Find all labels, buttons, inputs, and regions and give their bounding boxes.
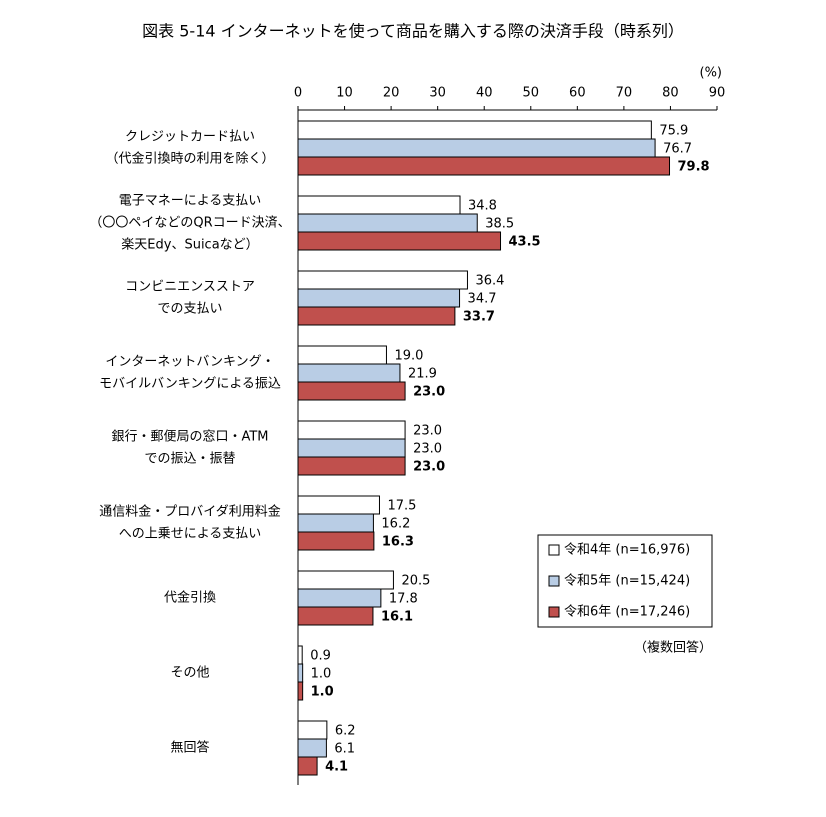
bar [297, 438, 406, 458]
category-label: 電子マネーによる支払い [119, 194, 262, 209]
value-label: 21.9 [408, 367, 437, 382]
x-tick-label: 0 [294, 86, 302, 101]
value-label: 0.9 [310, 649, 331, 664]
bar [297, 756, 318, 776]
category-label: での振込・振替 [144, 452, 235, 467]
legend-label: 令和5年 (n=15,424) [564, 574, 690, 589]
category-label: 通信料金・プロバイダ利用料金 [99, 504, 280, 520]
category-label: 銀行・郵便局の窓口・ATM [111, 429, 268, 445]
x-tick-label: 30 [429, 86, 446, 101]
unit-label: (%) [700, 66, 723, 81]
bar [297, 645, 303, 665]
x-tick-label: 10 [336, 86, 353, 101]
value-label: 6.1 [334, 742, 355, 757]
x-tick-label: 20 [383, 86, 400, 101]
value-label: 17.5 [387, 499, 416, 514]
bar [297, 663, 304, 683]
bar [297, 120, 652, 140]
bar [297, 345, 387, 365]
legend-swatch [548, 575, 560, 587]
value-label: 19.0 [394, 349, 423, 364]
bar [297, 270, 468, 290]
bar [297, 681, 304, 701]
legend-box [537, 534, 713, 628]
category-label: への上乗せによる支払い [119, 527, 262, 542]
bar [297, 720, 328, 740]
x-tick-label: 50 [523, 86, 540, 101]
value-label: 33.7 [463, 310, 495, 325]
value-label: 23.0 [413, 442, 442, 457]
category-label: その他 [170, 666, 209, 681]
category-label: （〇〇ペイなどのQRコード決済、 [89, 215, 290, 231]
value-label: 23.0 [413, 460, 445, 475]
category-label: （代金引換時の利用を除く） [105, 151, 274, 167]
bar [297, 156, 671, 176]
value-label: 16.2 [381, 517, 410, 532]
x-tick-label: 80 [662, 86, 679, 101]
bar [297, 213, 478, 233]
bar [297, 738, 327, 758]
chart-title: 図表 5-14 インターネットを使って商品を購入する際の決済手段（時系列） [142, 22, 684, 41]
bar [297, 495, 380, 515]
value-label: 17.8 [389, 592, 418, 607]
legend-swatch [548, 544, 560, 556]
value-label: 1.0 [311, 667, 332, 682]
value-label: 36.4 [475, 274, 504, 289]
x-tick-label: 40 [476, 86, 493, 101]
value-label: 38.5 [485, 217, 514, 232]
bar [297, 588, 382, 608]
bar [297, 195, 461, 215]
bar [297, 288, 461, 308]
category-label: クレジットカード払い [125, 130, 255, 145]
value-label: 75.9 [659, 124, 688, 139]
category-label: での支払い [157, 302, 222, 317]
x-tick-label: 60 [569, 86, 586, 101]
value-label: 16.1 [381, 610, 413, 625]
note: （複数回答） [634, 640, 712, 656]
category-label: 無回答 [170, 740, 209, 756]
value-label: 20.5 [401, 574, 430, 589]
bar [297, 231, 502, 251]
x-tick-label: 90 [709, 86, 726, 101]
bar [297, 570, 394, 590]
legend-label: 令和4年 (n=16,976) [564, 543, 690, 558]
category-label: 楽天Edy、Suicaなど） [121, 237, 258, 253]
bar [297, 420, 406, 440]
bar [297, 531, 375, 551]
bar [297, 606, 374, 626]
value-label: 79.8 [678, 160, 710, 175]
category-label: モバイルバンキングによる振込 [99, 377, 281, 392]
value-label: 1.0 [311, 685, 334, 700]
value-label: 76.7 [663, 142, 692, 157]
value-label: 34.7 [468, 292, 497, 307]
value-label: 43.5 [509, 235, 541, 250]
legend-swatch [548, 606, 560, 618]
value-label: 4.1 [325, 760, 348, 775]
bar [297, 456, 406, 476]
value-label: 23.0 [413, 424, 442, 439]
bar [297, 363, 401, 383]
category-label: インターネットバンキング・ [105, 355, 274, 370]
value-label: 34.8 [468, 199, 497, 214]
bar [297, 306, 456, 326]
category-label: コンビニエンスストア [125, 280, 255, 295]
bar [297, 381, 406, 401]
legend-label: 令和6年 (n=17,246) [564, 605, 690, 620]
value-label: 23.0 [413, 385, 445, 400]
x-tick-label: 70 [616, 86, 633, 101]
bar [297, 513, 374, 533]
value-label: 6.2 [335, 724, 356, 739]
bar [297, 138, 656, 158]
value-label: 16.3 [382, 535, 414, 550]
category-label: 代金引換 [164, 590, 216, 606]
